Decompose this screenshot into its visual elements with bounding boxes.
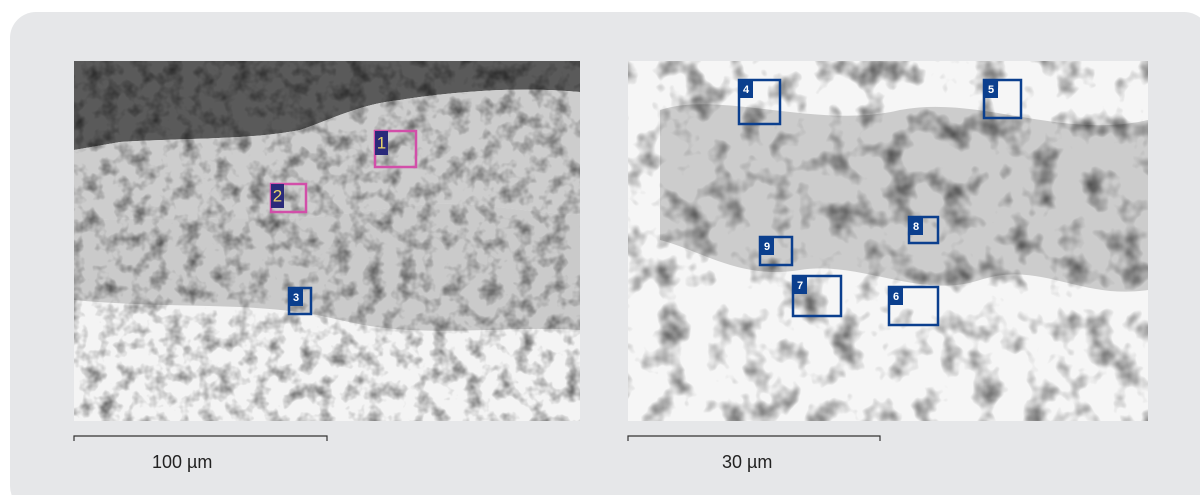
micrograph-left <box>74 61 580 421</box>
figure: 1 2 3 4 5 8 9 7 6 100 µm 30 µm <box>0 0 1200 495</box>
region-label: 6 <box>893 291 899 303</box>
region-label: 7 <box>797 280 803 292</box>
region-label: 2 <box>273 186 282 205</box>
scale-bar-label: 100 µm <box>152 452 212 472</box>
scale-bar-label: 30 µm <box>722 452 772 472</box>
region-label: 4 <box>743 84 750 96</box>
region-label: 3 <box>293 292 299 304</box>
micrograph-right <box>628 61 1148 421</box>
region-label: 5 <box>988 84 994 96</box>
region-label: 8 <box>913 221 919 233</box>
region-label: 9 <box>764 241 770 253</box>
region-label: 1 <box>377 133 386 152</box>
